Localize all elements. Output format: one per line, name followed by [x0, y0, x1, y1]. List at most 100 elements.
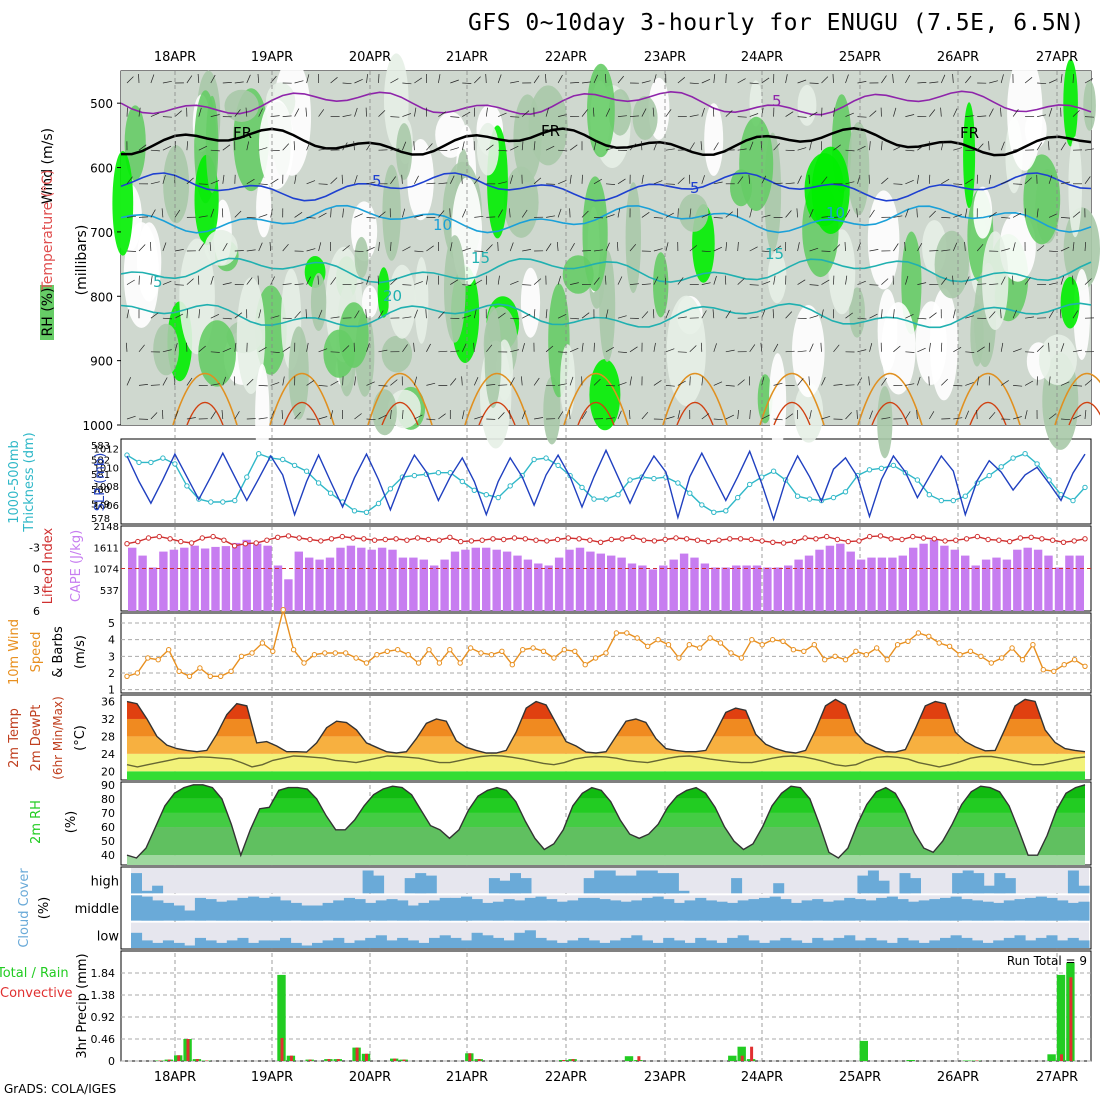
- wind-barb: [522, 249, 532, 252]
- wind-barb: [522, 284, 532, 286]
- lifted-index-series-point: [490, 536, 496, 542]
- cloud-bar-low: [1014, 935, 1026, 948]
- wind-barb: [1084, 148, 1094, 151]
- cape-bar: [471, 547, 480, 611]
- top-date-label: 27APR: [1036, 50, 1078, 65]
- wind-barb: [665, 309, 670, 319]
- lifted-index-series-point: [275, 534, 281, 540]
- wind-barb: [592, 107, 595, 117]
- cloud-bar-low: [173, 942, 185, 948]
- wind-barb: [952, 242, 958, 252]
- li-tick-label: -3: [29, 541, 40, 554]
- wind-speed-series-point: [145, 655, 151, 661]
- wind-barb: [808, 376, 810, 386]
- wind-barb: [653, 217, 663, 219]
- wind-barb: [342, 345, 350, 353]
- cloud-bar-low: [343, 942, 355, 948]
- bottom-date-label: 19APR: [251, 1070, 293, 1085]
- top-date-label: 25APR: [839, 50, 881, 65]
- cloud-bar-low: [801, 942, 813, 948]
- rh-band: [127, 855, 1085, 865]
- wind-barb: [221, 409, 224, 420]
- wind-barb: [881, 141, 883, 151]
- lifted-index-series-point: [350, 535, 356, 541]
- cloud-bar-middle: [343, 897, 355, 921]
- rh-cell: [112, 151, 134, 256]
- rh-cell: [867, 190, 900, 290]
- wind-barb: [665, 148, 675, 151]
- wind-barb: [1013, 385, 1023, 387]
- wind-barb: [761, 175, 767, 184]
- wind-barb: [785, 413, 794, 420]
- wind-speed-series-point: [405, 652, 411, 658]
- cloud-bar-high: [131, 873, 142, 894]
- wind-barb: [222, 347, 232, 353]
- cloud-bar-low: [248, 942, 260, 948]
- wind-barb: [438, 311, 445, 319]
- wind-barb: [641, 212, 650, 218]
- wind-speed-series-point: [384, 648, 390, 654]
- wind-barb: [306, 74, 310, 84]
- lifted-index-series-point: [1007, 538, 1013, 545]
- cape-bar: [575, 547, 585, 611]
- wind10-axis-label-3: & Barbs: [51, 626, 66, 678]
- rh-cell: [382, 164, 401, 261]
- wind-barb: [390, 148, 400, 151]
- wind-barb: [498, 149, 508, 152]
- cloud-bar-high: [615, 875, 627, 894]
- wind-barb: [749, 409, 751, 420]
- wind-barb: [964, 241, 966, 252]
- cloud-bar-middle: [748, 899, 760, 921]
- cloud-bar-middle: [194, 897, 206, 921]
- cape-bar: [825, 545, 835, 611]
- wind-speed-series-point: [957, 652, 963, 658]
- thickness-tick-label: 580: [91, 485, 110, 496]
- wind-barb: [832, 73, 834, 84]
- wind-barb: [222, 174, 225, 184]
- wind-speed-series-point: [1009, 645, 1015, 651]
- wind-barb: [1084, 409, 1087, 420]
- cloud-bar-low: [578, 937, 590, 948]
- wind-barb: [486, 216, 496, 218]
- rh-cell: [377, 267, 390, 318]
- wind-barb: [593, 378, 601, 386]
- wind-barb: [173, 376, 176, 386]
- wind-barb: [330, 380, 339, 386]
- wind-barb: [677, 208, 679, 218]
- rh-legend-swatch: [40, 285, 54, 340]
- wind-barb: [641, 174, 644, 184]
- wind-barb: [210, 275, 214, 285]
- cloud-bar-low: [897, 937, 909, 948]
- rh-cell: [163, 145, 190, 224]
- wind-barb: [653, 342, 656, 352]
- wind-barb: [773, 343, 779, 352]
- wind-barb: [845, 181, 855, 185]
- wind-barb: [210, 74, 216, 84]
- wind-barb: [629, 143, 637, 151]
- wind-barb: [438, 182, 448, 185]
- wind-barb: [533, 177, 542, 185]
- wind-speed-series-point: [134, 670, 141, 676]
- wind-barb: [509, 242, 514, 252]
- wind-barb: [293, 141, 295, 151]
- wind-tick-label: 4: [108, 634, 115, 647]
- wind-speed-series-point: [509, 662, 515, 668]
- wind-speed-series-point: [467, 645, 474, 651]
- cloud-bar-high: [583, 878, 595, 894]
- wind-barb: [510, 349, 519, 353]
- boundary-layer-contour: [563, 373, 629, 426]
- lifted-index-series-point: [867, 533, 873, 540]
- lifted-index-series-point: [382, 536, 388, 543]
- wind-barb: [366, 381, 375, 386]
- boundary-layer-contour: [283, 402, 321, 426]
- wind-barb: [390, 241, 392, 252]
- thickness-axis-label: 1000-500mb: [7, 440, 22, 524]
- wind-barb: [929, 250, 939, 252]
- lifted-index-series-point: [694, 537, 701, 543]
- wind-barb: [749, 141, 754, 151]
- isotherm-15C: [120, 257, 1092, 284]
- wind-barb: [689, 142, 695, 151]
- wind-barb: [1072, 385, 1083, 387]
- boundary-layer-contour: [969, 402, 1007, 426]
- precip-convective-bar: [477, 1059, 481, 1061]
